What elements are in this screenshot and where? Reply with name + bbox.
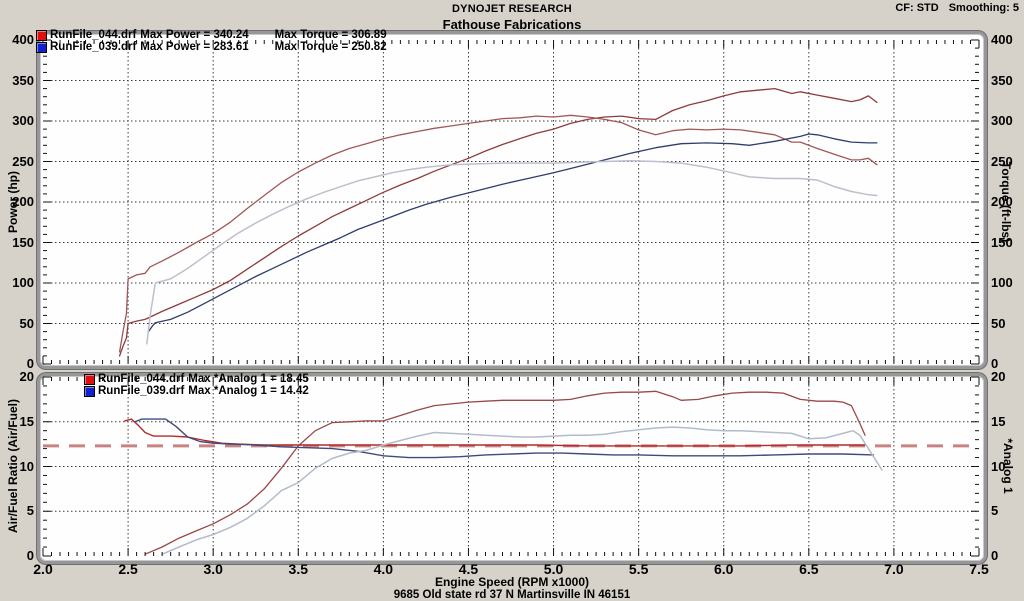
- legend-row-run044: RunFile_044.drf Max *Analog 1 = 18.45: [84, 373, 309, 385]
- x-tick-label: 6.5: [799, 561, 819, 577]
- legend-file-label: RunFile_044.drf: [50, 29, 137, 41]
- x-tick-label: 7.5: [969, 561, 989, 577]
- y-tick-label: 20: [991, 369, 1006, 384]
- legend-file-label: RunFile_039.drf: [98, 385, 185, 397]
- legend-row-run039: RunFile_039.drf Max Power = 283.61 Max T…: [36, 41, 387, 53]
- y-tick-label: 5: [26, 503, 34, 519]
- y-tick-label: 350: [12, 72, 34, 88]
- x-axis-label: Engine Speed (RPM x1000): [434, 575, 590, 589]
- x-tick-label: 6.0: [713, 561, 734, 577]
- legend-max-torque: Max Torque = 306.89: [274, 29, 387, 41]
- header-settings: CF: STD Smoothing: 5: [885, 2, 1019, 14]
- legend-swatch-run044: [84, 374, 95, 385]
- legend-swatch-run044: [36, 30, 47, 41]
- legend-max-power: Max Power = 340.24: [140, 29, 249, 41]
- y-tick-label: 50: [991, 315, 1006, 331]
- x-tick-label: 5.0: [543, 561, 564, 577]
- x-tick-label: 2.0: [33, 561, 53, 577]
- y-tick-label: 200: [12, 194, 34, 209]
- afr-axis-label: Air/Fuel Ratio (Air/Fuel): [6, 398, 20, 534]
- smoothing-label: Smoothing: 5: [948, 2, 1019, 14]
- y-tick-label: 5: [991, 503, 999, 519]
- legend-max-analog1: Max *Analog 1 = 18.45: [188, 373, 309, 385]
- y-tick-label: 100: [991, 275, 1013, 290]
- y-tick-label: 150: [991, 234, 1013, 250]
- legend-file-label: RunFile_044.drf: [98, 373, 185, 385]
- y-tick-label: 350: [991, 72, 1013, 88]
- y-tick-label: 0: [26, 356, 34, 371]
- y-tick-label: 20: [19, 369, 34, 384]
- top-chart-frame: [37, 31, 987, 369]
- power-axis-label: Power (hp): [6, 171, 20, 233]
- x-tick-label: 3.0: [203, 561, 223, 577]
- y-tick-label: 200: [991, 194, 1013, 209]
- y-tick-label: 0: [991, 548, 999, 563]
- analog-axis-label: *Analog 1: [1001, 438, 1015, 494]
- top-chart-legend: RunFile_044.drf Max Power = 340.24 Max T…: [36, 29, 387, 54]
- y-tick-label: 0: [991, 356, 999, 371]
- y-tick-label: 250: [991, 153, 1013, 169]
- x-tick-label: 3.5: [288, 561, 308, 577]
- legend-swatch-run039: [36, 42, 47, 53]
- legend-row-run039: RunFile_039.drf Max *Analog 1 = 14.42: [84, 385, 309, 397]
- y-tick-label: 0: [26, 548, 34, 563]
- x-tick-label: 4.0: [373, 561, 394, 577]
- legend-file-label: RunFile_039.drf: [50, 41, 137, 53]
- legend-max-analog1: Max *Analog 1 = 14.42: [188, 385, 309, 397]
- y-tick-label: 100: [12, 275, 34, 290]
- x-tick-label: 5.5: [628, 561, 649, 577]
- y-tick-label: 10: [991, 458, 1006, 474]
- bottom-chart-legend: RunFile_044.drf Max *Analog 1 = 18.45 Ru…: [84, 373, 309, 398]
- legend-max-torque: Max Torque = 250.82: [274, 41, 387, 53]
- header-brand: DYNOJET RESEARCH: [452, 3, 572, 15]
- x-tick-label: 2.5: [118, 561, 138, 577]
- x-tick-label: 4.5: [458, 561, 479, 577]
- legend-swatch-run039: [84, 386, 95, 397]
- x-tick-label: 7.0: [884, 561, 904, 577]
- y-tick-label: 250: [12, 153, 34, 169]
- y-tick-label: 300: [991, 113, 1013, 128]
- y-tick-label: 10: [19, 458, 34, 474]
- y-tick-label: 150: [12, 234, 34, 250]
- y-tick-label: 400: [12, 32, 34, 47]
- y-tick-label: 400: [991, 32, 1013, 47]
- y-tick-label: 15: [19, 413, 34, 429]
- bottom-chart-frame: [37, 373, 987, 564]
- y-tick-label: 50: [19, 315, 34, 331]
- y-tick-label: 15: [991, 413, 1006, 429]
- legend-row-run044: RunFile_044.drf Max Power = 340.24 Max T…: [36, 29, 387, 41]
- correction-factor-label: CF: STD: [895, 2, 939, 14]
- chart-title: Fathouse Fabrications: [442, 17, 582, 32]
- footer-address: 9685 Old state rd 37 N Martinsville IN 4…: [393, 589, 631, 601]
- torque-axis-label: Torque (ft-lbs): [999, 161, 1013, 243]
- legend-max-power: Max Power = 283.61: [140, 41, 249, 53]
- y-tick-label: 300: [12, 113, 34, 128]
